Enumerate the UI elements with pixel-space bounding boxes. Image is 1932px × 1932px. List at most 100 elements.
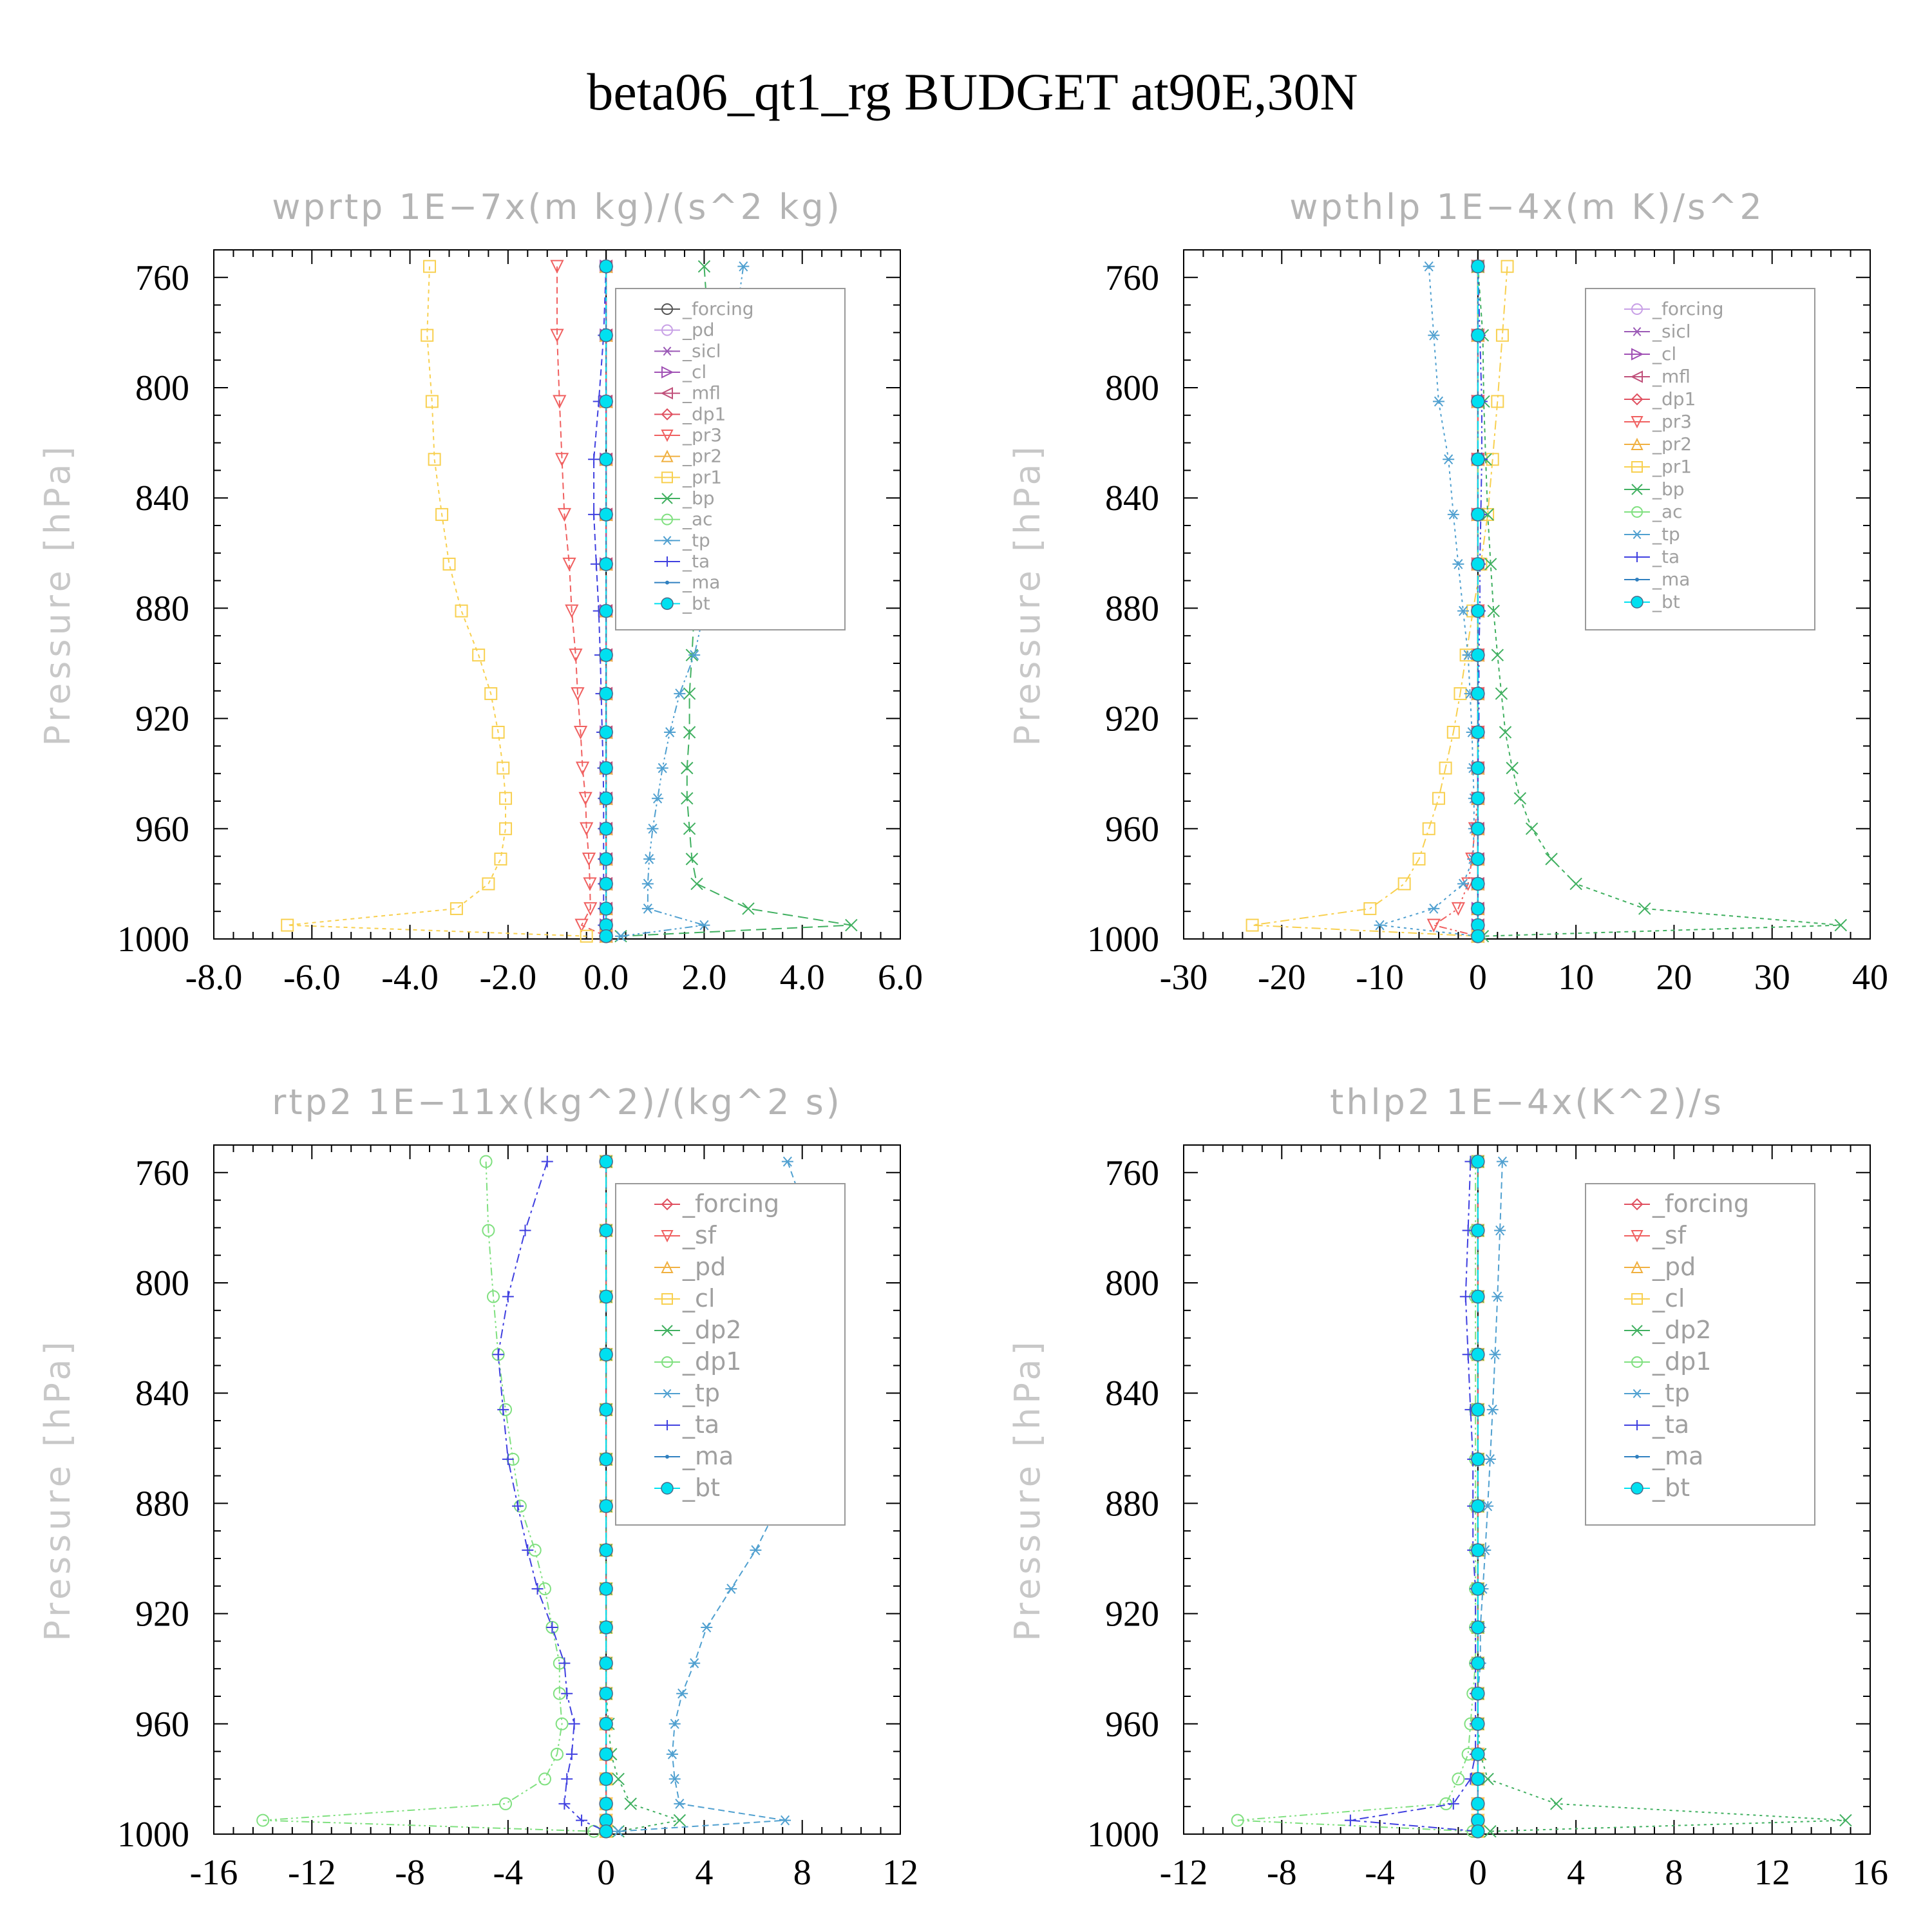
- data-point_bt: [1471, 1452, 1485, 1466]
- legend-label: _tp: [682, 1379, 720, 1407]
- legend-marker_bt: [661, 1482, 674, 1495]
- legend-marker_ac: [661, 513, 673, 526]
- legend-marker_ma: [665, 580, 669, 585]
- data-point_bt: [1471, 1347, 1485, 1362]
- data-point_pr3: [565, 604, 579, 618]
- legend-marker_cl: [1631, 348, 1644, 361]
- data-point_pr1: [423, 260, 437, 273]
- legend-marker_bt: [1631, 596, 1643, 609]
- x-tick-label: 8: [1665, 1853, 1683, 1893]
- y-tick-label: 960: [135, 1705, 189, 1745]
- data-point_pr1: [494, 852, 507, 866]
- data-point_bt: [1471, 507, 1485, 522]
- data-point_ta: [546, 1622, 558, 1633]
- series_pr1: [281, 260, 593, 943]
- data-point_bt: [599, 791, 613, 806]
- x-tick-label: 40: [1852, 958, 1888, 998]
- legend-box: [615, 1183, 846, 1526]
- data-point_bt: [1471, 791, 1485, 806]
- y-tick-label: 880: [1105, 1484, 1159, 1524]
- x-tick-label: 20: [1656, 958, 1692, 998]
- data-point_ta: [502, 1453, 514, 1465]
- legend-marker_ma: [1635, 578, 1639, 582]
- x-tick-label: -20: [1258, 958, 1306, 998]
- y-tick-label: 1000: [1087, 920, 1159, 960]
- y-tick-label: 760: [135, 1153, 189, 1193]
- data-point_ta: [588, 508, 600, 520]
- chart-panel-3: rtp2 1E−11x(kg^2)/(kg^2 s) Pressure [hPa]…: [37, 1082, 918, 1893]
- data-point_bt: [1471, 328, 1485, 343]
- data-point_bp: [1525, 822, 1539, 835]
- series_bt: [599, 259, 613, 943]
- data-point_bt: [599, 822, 613, 836]
- data-point_tp: [1432, 396, 1444, 407]
- data-point_dp1: [256, 1814, 270, 1827]
- legend-marker_pr2: [1631, 437, 1643, 450]
- data-point_bt: [1471, 1824, 1485, 1839]
- data-point_pr1: [1491, 395, 1504, 408]
- x-tick-label: 12: [882, 1853, 918, 1893]
- data-point_bt: [599, 1347, 613, 1362]
- data-point_dp1: [482, 1224, 495, 1237]
- y-tick-label: 1000: [1087, 1815, 1159, 1855]
- series-line_dp1: [263, 1161, 594, 1832]
- data-point_bt: [599, 394, 613, 409]
- series_pr3: [550, 260, 613, 943]
- data-point_bp: [1491, 649, 1504, 661]
- data-point_bp: [845, 918, 858, 932]
- data-point_bt: [599, 507, 613, 522]
- data-point_bp: [1484, 558, 1497, 571]
- legend-marker_mfl: [660, 387, 673, 400]
- y-tick-label: 760: [1105, 1153, 1159, 1193]
- data-point_dp1: [1452, 1772, 1465, 1786]
- legend-marker_ta: [662, 1420, 672, 1430]
- legend-marker_pr1: [1631, 461, 1643, 473]
- data-point_bt: [599, 1499, 613, 1513]
- data-point_bt: [599, 1717, 613, 1731]
- data-point_ta: [565, 1748, 578, 1760]
- data-point_bt: [599, 725, 613, 739]
- legend-marker_pr2: [661, 450, 674, 462]
- legend-label: _mfl: [682, 383, 721, 404]
- x-tick-label: -6.0: [283, 958, 341, 998]
- legend-label: _cl: [682, 361, 706, 383]
- legend-label: _sf: [1652, 1221, 1687, 1249]
- legend-label: _forcing: [682, 298, 754, 319]
- series_ta: [492, 1155, 612, 1837]
- x-tick-label: -10: [1356, 958, 1404, 998]
- legend-label: _ta: [682, 551, 710, 572]
- data-point_ta: [576, 1814, 588, 1826]
- data-point_pr1: [425, 395, 439, 408]
- data-point_tp: [1374, 920, 1386, 931]
- data-point_bt: [599, 452, 613, 467]
- legend-marker_pr3: [1631, 416, 1643, 429]
- data-point_bt: [1471, 557, 1485, 571]
- data-point_bt: [1471, 1797, 1485, 1811]
- y-tick-label: 760: [1105, 258, 1159, 298]
- panel-title: wprtp 1E−7x(m kg)/(s^2 kg): [272, 187, 842, 227]
- data-point_bp: [681, 761, 694, 775]
- data-point_tp: [652, 793, 664, 804]
- legend-marker_sf: [1631, 1230, 1643, 1243]
- y-tick-label: 800: [1105, 368, 1159, 408]
- data-point_bp: [697, 260, 711, 273]
- legend-label: _ma: [1652, 569, 1690, 590]
- series-line_pr3: [556, 266, 607, 937]
- legend-marker_bt: [661, 597, 674, 611]
- y-tick-label: 920: [1105, 699, 1159, 739]
- data-point_dp2: [1549, 1797, 1563, 1810]
- legend-label: _pr1: [1652, 456, 1692, 477]
- data-point_pr1: [484, 687, 498, 701]
- y-tick-label: 800: [135, 368, 189, 408]
- data-point_tp: [1457, 605, 1470, 616]
- data-point_bt: [599, 1403, 613, 1417]
- chart-panel-4: thlp2 1E−4x(K^2)/s Pressure [hPa] -12 -8 -4 0…: [1007, 1082, 1888, 1893]
- data-point_bt: [1471, 929, 1485, 943]
- data-point_bt: [1471, 822, 1485, 836]
- data-point_pr1: [491, 726, 505, 739]
- data-point_tp: [643, 854, 656, 864]
- data-point_pr1: [1422, 822, 1435, 835]
- legend-box: [1585, 288, 1815, 630]
- legend-label: _bp: [1652, 478, 1685, 500]
- data-point_pr3: [578, 791, 592, 806]
